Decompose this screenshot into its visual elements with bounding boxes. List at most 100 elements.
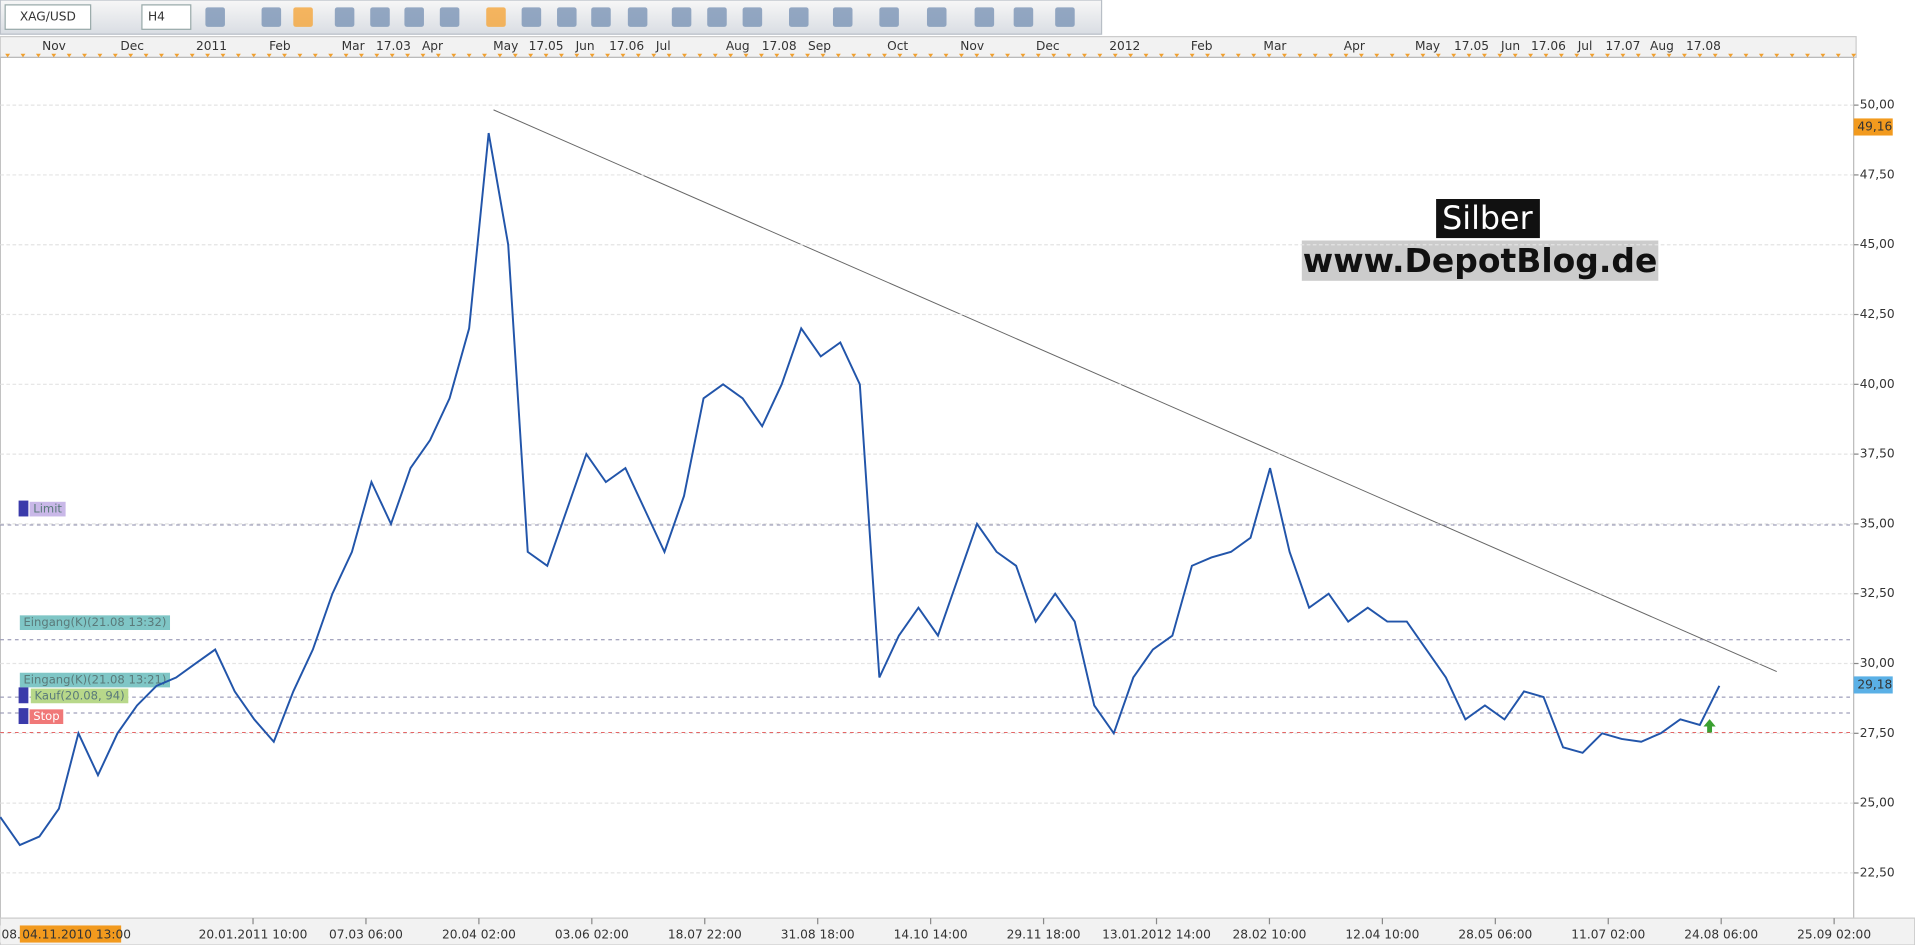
price-tag — [1853, 118, 1893, 136]
bottom-axis-label: 11.07 02:00 — [1571, 928, 1645, 942]
tool-button[interactable] — [879, 7, 899, 27]
timeframe-select[interactable] — [141, 4, 192, 30]
bottom-axis-label: 18.07 22:00 — [668, 928, 742, 942]
axis-marker — [1066, 53, 1072, 58]
bottom-axis-label: 07.03 06:00 — [329, 928, 403, 942]
tool-button[interactable] — [1013, 7, 1034, 27]
tool-button[interactable] — [521, 7, 542, 27]
order-tag[interactable] — [29, 709, 64, 725]
trend-line[interactable] — [493, 109, 1777, 672]
tool-button[interactable] — [370, 7, 390, 27]
top-axis-label: 17.05 — [529, 39, 564, 53]
order-tag[interactable] — [19, 615, 171, 630]
top-axis-label: Jul — [655, 39, 671, 53]
axis-marker — [728, 53, 734, 58]
tool-button[interactable] — [742, 7, 763, 27]
axis-marker — [651, 53, 657, 58]
bottom-axis-label: 03.06 02:00 — [555, 928, 629, 942]
axis-marker — [174, 53, 180, 58]
top-axis-label: Oct — [887, 39, 908, 53]
tool-button[interactable] — [261, 7, 282, 27]
tool-button[interactable] — [974, 7, 995, 27]
top-axis-label: 17.06 — [1531, 39, 1566, 53]
tool-button[interactable] — [789, 7, 809, 27]
tool-button[interactable] — [439, 7, 460, 27]
order-tag[interactable] — [29, 501, 66, 517]
axis-marker — [758, 53, 764, 58]
top-axis-label: 17.07 — [1605, 39, 1640, 53]
y-tick-label: 37,50 — [1860, 447, 1895, 461]
top-axis-label: Aug — [1650, 39, 1674, 53]
tool-button[interactable] — [334, 7, 355, 27]
tool-button[interactable] — [926, 7, 947, 27]
axis-marker — [789, 53, 795, 58]
bottom-axis — [0, 917, 1915, 946]
y-tick-label: 45,00 — [1860, 237, 1895, 251]
axis-marker — [1574, 53, 1580, 58]
axis-marker — [1528, 53, 1534, 58]
watermark-box — [1301, 240, 1659, 281]
order-marker — [18, 687, 29, 704]
axis-marker — [820, 53, 826, 58]
tool-button[interactable] — [707, 7, 727, 27]
axis-marker — [1851, 53, 1857, 58]
axis-start: 08. — [2, 928, 21, 942]
y-tick-label: 32,50 — [1860, 586, 1895, 600]
price-tag — [1853, 676, 1893, 694]
axis-marker — [143, 53, 149, 58]
axis-marker — [1389, 53, 1395, 58]
tool-button[interactable] — [486, 7, 506, 27]
axis-marker — [1820, 53, 1826, 58]
top-axis-label: 17.03 — [376, 39, 411, 53]
tool-button[interactable] — [293, 7, 313, 27]
y-tick-label: 47,50 — [1860, 167, 1895, 181]
tool-button[interactable] — [627, 7, 648, 27]
axis-marker — [20, 53, 26, 58]
axis-marker — [543, 53, 549, 58]
axis-marker — [266, 53, 272, 58]
top-axis-label: Sep — [808, 39, 831, 53]
bottom-axis-label: 28.05 06:00 — [1458, 928, 1532, 942]
axis-marker — [1543, 53, 1549, 58]
axis-marker — [1466, 53, 1472, 58]
top-axis-label: 17.08 — [1686, 39, 1721, 53]
axis-marker — [128, 53, 134, 58]
axis-marker — [466, 53, 472, 58]
axis-marker — [1589, 53, 1595, 58]
axis-marker — [1097, 53, 1103, 58]
top-axis-label: Jun — [1500, 39, 1520, 53]
axis-marker — [1220, 53, 1226, 58]
axis-marker — [205, 53, 211, 58]
axis-marker — [1158, 53, 1164, 58]
order-tag[interactable] — [30, 688, 129, 704]
tool-button[interactable] — [205, 7, 225, 27]
axis-marker — [51, 53, 57, 58]
axis-marker — [1789, 53, 1795, 58]
order-label: Limit — [33, 502, 62, 516]
tool-button[interactable] — [557, 7, 577, 27]
tool-button[interactable] — [1055, 7, 1075, 27]
axis-marker — [1343, 53, 1349, 58]
symbol-select[interactable] — [4, 4, 92, 30]
buy-arrow — [1703, 719, 1716, 733]
axis-marker — [943, 53, 949, 58]
tool-button[interactable] — [404, 7, 424, 27]
order-tag[interactable] — [19, 672, 171, 688]
axis-marker — [558, 53, 564, 58]
axis-marker — [1020, 53, 1026, 58]
axis-marker — [958, 53, 964, 58]
axis-marker — [1251, 53, 1257, 58]
axis-marker — [866, 53, 872, 58]
bottom-axis-label: 28.02 10:00 — [1233, 928, 1307, 942]
axis-marker — [1189, 53, 1195, 58]
axis-marker — [235, 53, 241, 58]
top-axis-label: Jul — [1577, 39, 1593, 53]
axis-marker — [328, 53, 334, 58]
tool-button[interactable] — [832, 7, 853, 27]
tool-button[interactable] — [591, 7, 611, 27]
axis-marker — [1051, 53, 1057, 58]
axis-marker — [482, 53, 487, 58]
tool-button[interactable] — [671, 7, 692, 27]
axis-marker — [1728, 53, 1734, 58]
axis-marker — [1297, 53, 1303, 58]
